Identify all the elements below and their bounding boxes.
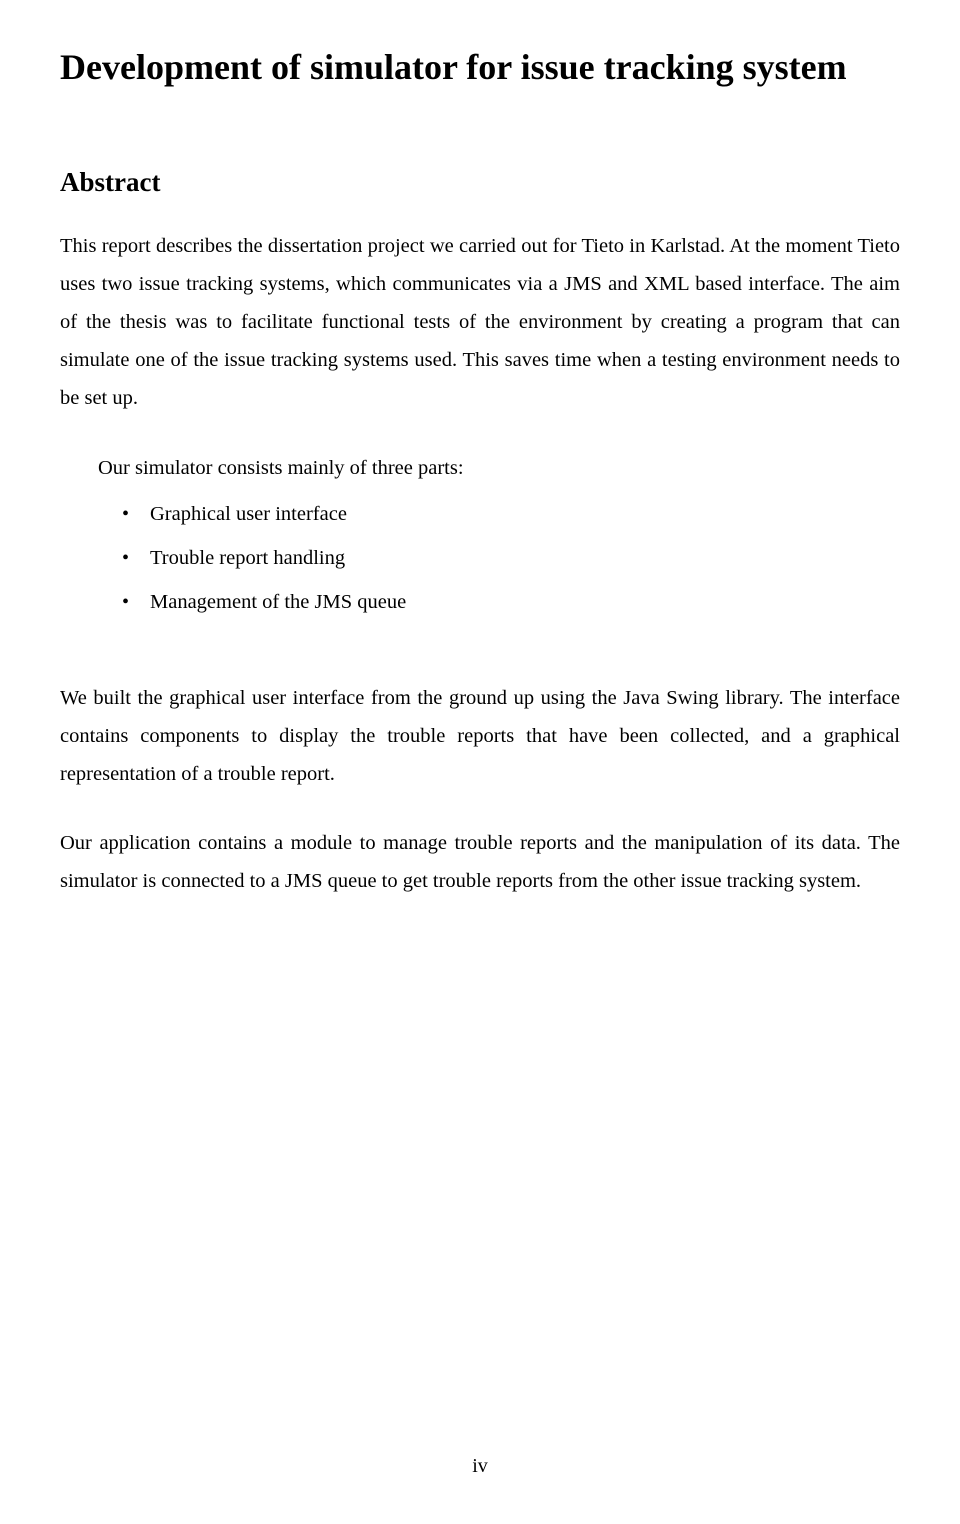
parts-intro: Our simulator consists mainly of three p… — [60, 450, 900, 488]
list-item: Graphical user interface — [150, 496, 900, 534]
list-item: Trouble report handling — [150, 540, 900, 578]
abstract-paragraph-3: Our application contains a module to man… — [60, 825, 900, 901]
document-title: Development of simulator for issue track… — [60, 38, 900, 97]
section-heading-abstract: Abstract — [60, 167, 900, 198]
parts-bullet-list: Graphical user interface Trouble report … — [60, 496, 900, 622]
document-page: Development of simulator for issue track… — [0, 0, 960, 1524]
abstract-paragraph-1: This report describes the dissertation p… — [60, 228, 900, 418]
abstract-paragraph-2: We built the graphical user interface fr… — [60, 680, 900, 794]
list-item: Management of the JMS queue — [150, 584, 900, 622]
page-number: iv — [0, 1455, 960, 1478]
